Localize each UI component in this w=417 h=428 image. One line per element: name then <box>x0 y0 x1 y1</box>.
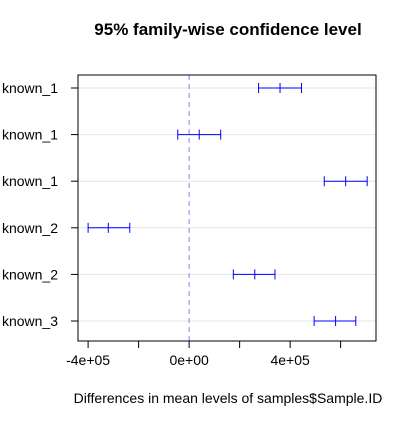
chart-title: 95% family-wise confidence level <box>94 20 361 39</box>
y-tick-label: known_3 <box>2 313 58 329</box>
y-axis: known_1 known_1 known_1 known_2 known_2known… <box>2 80 78 329</box>
interval-row <box>232 269 276 280</box>
y-tick-label: known_1 <box>2 173 58 189</box>
interval-row <box>258 83 302 93</box>
interval-row <box>87 222 131 233</box>
interval-row <box>323 176 368 187</box>
x-tick-label: -4e+05 <box>66 352 110 368</box>
interval-row <box>177 129 222 140</box>
plot-area <box>77 74 377 342</box>
x-axis: -4e+05 0e+00 4e+05 <box>66 340 342 368</box>
gridlines <box>78 87 376 322</box>
x-tick-label: 4e+05 <box>270 352 310 368</box>
y-tick-label: known_1 <box>2 80 58 96</box>
interval-row <box>313 316 357 326</box>
intervals <box>87 83 368 326</box>
x-axis-label: Differences in mean levels of samples$Sa… <box>74 390 383 406</box>
y-tick-label: known_2 <box>2 266 58 282</box>
y-tick-label: known_2 <box>2 220 58 236</box>
y-tick-label: known_1 <box>2 127 58 143</box>
x-tick-label: 0e+00 <box>169 352 209 368</box>
